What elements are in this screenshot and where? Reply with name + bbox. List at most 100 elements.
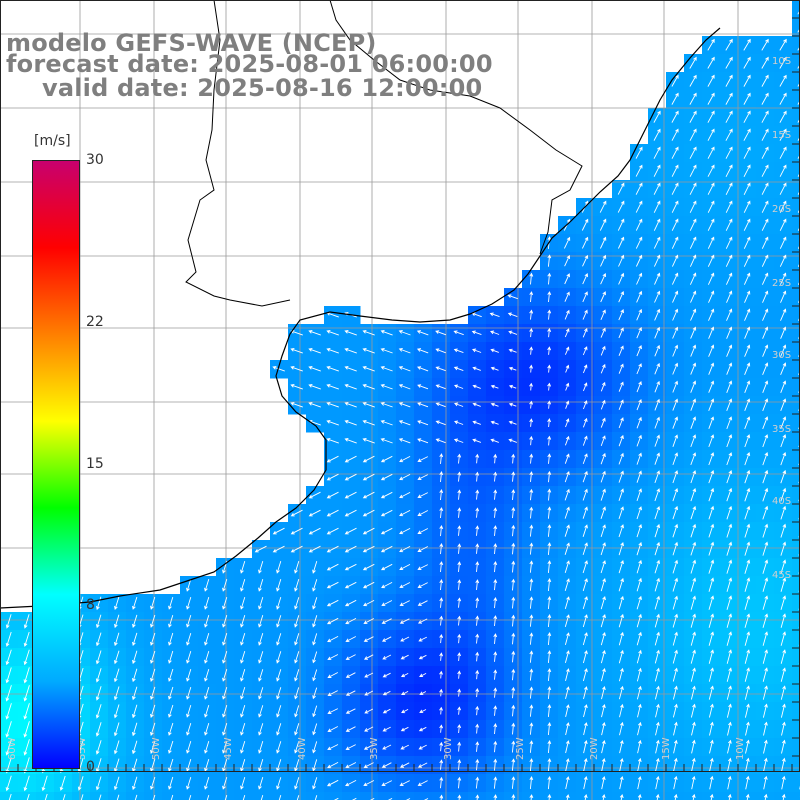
- latitude-label: 25S: [772, 278, 791, 289]
- wind-arrow: [780, 487, 787, 502]
- wind-arrow: [381, 581, 393, 589]
- wind-arrow: [475, 794, 480, 800]
- wind-arrow: [290, 383, 303, 390]
- wind-arrow: [618, 327, 624, 339]
- wind-arrow: [761, 200, 769, 213]
- wind-arrow: [333, 797, 339, 800]
- wind-arrow: [583, 793, 588, 800]
- wind-arrow: [635, 164, 643, 177]
- wind-arrow: [240, 686, 246, 700]
- wind-arrow: [416, 330, 429, 336]
- wind-arrow: [417, 600, 428, 606]
- wind-arrow: [762, 326, 769, 339]
- wind-arrow: [453, 438, 464, 443]
- wind-arrow: [797, 117, 800, 123]
- wind-arrow: [240, 560, 246, 574]
- speed-cell: [792, 396, 800, 415]
- wind-arrow: [475, 615, 480, 626]
- wind-arrow: [398, 384, 411, 390]
- wind-arrow: [493, 615, 498, 627]
- wind-arrow: [490, 348, 499, 353]
- wind-arrow: [490, 384, 499, 389]
- wind-arrow: [600, 417, 606, 428]
- wind-arrow: [779, 200, 787, 213]
- wind-arrow: [242, 794, 246, 800]
- wind-arrow: [507, 312, 518, 318]
- wind-arrow: [654, 506, 661, 520]
- wind-arrow: [457, 706, 462, 715]
- wind-arrow: [345, 726, 356, 732]
- wind-arrow: [726, 344, 733, 357]
- wind-arrow: [380, 438, 393, 444]
- wind-arrow: [779, 38, 787, 51]
- country-border: [185, 0, 583, 307]
- wind-arrow: [508, 402, 517, 407]
- wind-arrow: [23, 721, 30, 738]
- wind-arrow: [618, 417, 624, 429]
- wind-arrow: [637, 775, 642, 790]
- speed-cell: [108, 792, 127, 800]
- wind-arrow: [565, 722, 570, 736]
- wind-arrow: [475, 597, 480, 608]
- wind-arrow: [762, 344, 769, 357]
- wind-arrow: [618, 542, 624, 556]
- wind-arrow: [636, 381, 642, 393]
- wind-arrow: [276, 596, 282, 610]
- wind-arrow: [780, 469, 787, 484]
- wind-arrow: [168, 596, 174, 610]
- wind-arrow: [547, 327, 552, 338]
- wind-arrow: [781, 739, 786, 754]
- wind-arrow: [780, 577, 787, 592]
- wind-arrow: [529, 758, 534, 771]
- wind-arrow: [381, 600, 393, 607]
- wind-arrow: [744, 416, 751, 430]
- wind-arrow: [258, 705, 264, 718]
- wind-arrow: [671, 272, 679, 285]
- wind-arrow: [672, 290, 679, 303]
- speed-cell: [792, 720, 800, 739]
- wind-arrow: [762, 308, 769, 321]
- wind-arrow: [23, 775, 30, 792]
- wind-arrow: [779, 56, 787, 69]
- wind-arrow: [240, 578, 246, 592]
- wind-arrow: [475, 453, 480, 464]
- speed-cell: [792, 198, 800, 217]
- wind-arrow: [529, 327, 534, 338]
- wind-arrow: [780, 595, 787, 610]
- wind-arrow: [565, 704, 570, 718]
- wind-arrow: [708, 595, 715, 610]
- wind-arrow: [222, 686, 228, 700]
- wind-arrow: [511, 471, 516, 482]
- wind-arrow: [797, 9, 800, 15]
- wind-arrow: [457, 579, 462, 590]
- wind-arrow: [8, 793, 12, 800]
- speed-cell: [792, 108, 800, 127]
- wind-arrow: [726, 523, 733, 538]
- wind-arrow: [344, 437, 357, 444]
- wind-arrow: [493, 633, 498, 644]
- wind-arrow: [240, 632, 246, 646]
- wind-arrow: [547, 614, 552, 628]
- wind-arrow: [475, 507, 480, 518]
- wind-arrow: [672, 434, 679, 447]
- wind-arrow: [344, 473, 357, 481]
- speed-cell: [792, 90, 800, 109]
- wind-arrow: [131, 722, 138, 737]
- wind-arrow: [312, 759, 318, 772]
- wind-arrow: [418, 636, 428, 642]
- wind-arrow: [326, 419, 339, 426]
- wind-arrow: [709, 757, 714, 772]
- wind-arrow: [709, 793, 714, 800]
- wind-arrow: [439, 579, 444, 591]
- wind-arrow: [689, 218, 697, 231]
- wind-arrow: [95, 704, 102, 719]
- wind-arrow: [725, 74, 733, 87]
- wind-arrow: [619, 793, 624, 800]
- wind-arrow: [326, 491, 339, 499]
- wind-arrow: [362, 419, 375, 426]
- wind-arrow: [294, 633, 300, 646]
- wind-arrow: [601, 685, 606, 700]
- wind-arrow: [308, 347, 321, 354]
- wind-arrow: [618, 685, 624, 700]
